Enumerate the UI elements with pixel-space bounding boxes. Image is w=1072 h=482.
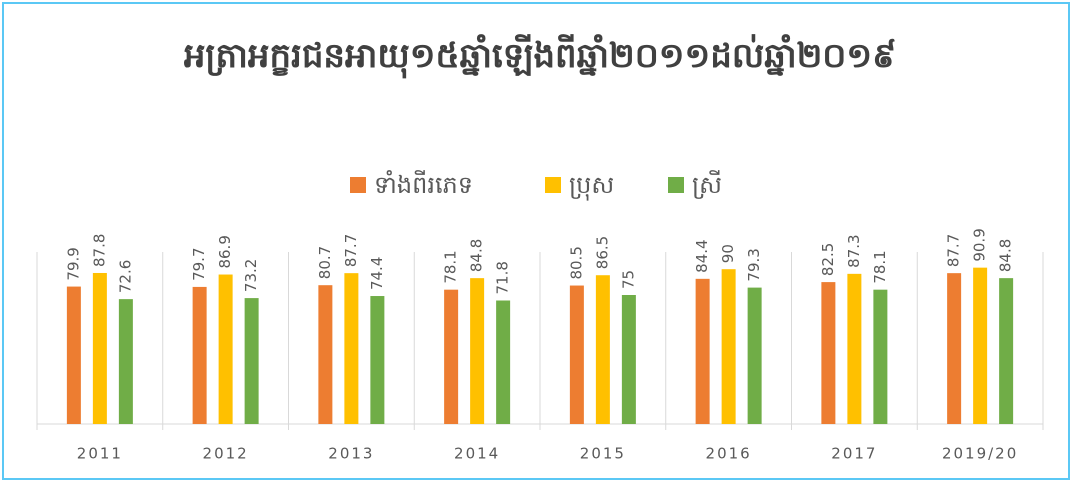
bar	[569, 285, 584, 424]
value-label: 87.8	[90, 234, 108, 267]
x-tick-label: 2014	[454, 445, 500, 463]
value-label: 87.7	[342, 234, 360, 267]
bar	[721, 269, 736, 424]
bar	[973, 267, 988, 424]
legend-label: ស្រី	[692, 170, 722, 199]
legend-swatch	[668, 177, 684, 193]
x-tick-label: 2019/20	[942, 445, 1018, 463]
x-tick-label: 2017	[831, 445, 877, 463]
bar	[192, 286, 207, 424]
bar	[496, 300, 511, 424]
bar	[947, 273, 962, 424]
bar	[847, 273, 862, 424]
value-label: 80.7	[316, 246, 334, 279]
legend-swatch	[350, 177, 366, 193]
bar	[695, 278, 710, 424]
value-label: 87.3	[845, 234, 863, 267]
legend-swatch	[545, 177, 561, 193]
bar	[370, 296, 385, 424]
bar	[118, 299, 133, 424]
bar	[999, 278, 1014, 424]
x-tick-label: 2016	[706, 445, 752, 463]
bar	[318, 285, 333, 424]
bar	[92, 272, 107, 424]
bar	[66, 286, 81, 424]
x-tick-label: 2011	[77, 445, 123, 463]
value-label: 84.8	[997, 239, 1015, 272]
chart-title: អត្រាអក្ខរជនអាយុ១៥ឆ្នាំឡើងពីឆ្នាំ២០១១ដល់…	[183, 36, 897, 76]
value-label: 84.8	[468, 239, 486, 272]
value-label: 86.5	[593, 236, 611, 269]
x-tick-label: 2013	[328, 445, 374, 463]
x-tick-label: 2012	[203, 445, 249, 463]
value-label: 71.8	[494, 261, 512, 294]
bar	[873, 289, 888, 424]
value-label: 78.1	[871, 250, 889, 283]
value-label: 74.4	[368, 257, 386, 290]
value-label: 79.3	[745, 248, 763, 281]
value-label: 79.7	[190, 248, 208, 281]
value-label: 80.5	[567, 246, 585, 279]
value-label: 87.7	[945, 234, 963, 267]
bar	[595, 275, 610, 424]
value-label: 73.2	[242, 259, 260, 292]
value-label: 78.1	[442, 250, 460, 283]
value-label: 79.9	[64, 247, 82, 280]
x-tick-label: 2015	[580, 445, 626, 463]
legend-label: ទាំងពីរភេទ	[374, 170, 473, 199]
bar	[444, 289, 459, 424]
value-label: 82.5	[819, 243, 837, 276]
bar	[747, 287, 762, 424]
value-label: 90.9	[971, 228, 989, 261]
value-label: 90	[719, 244, 737, 263]
bar	[621, 295, 636, 424]
bar	[821, 282, 836, 424]
bar	[470, 278, 485, 424]
value-label: 86.9	[216, 235, 234, 268]
legend-label: ប្រុស	[569, 171, 614, 201]
value-label: 72.6	[116, 260, 134, 293]
value-label: 75	[619, 270, 637, 289]
value-label: 84.4	[693, 239, 711, 272]
bar	[344, 273, 359, 424]
bar	[244, 298, 259, 424]
bar	[218, 274, 233, 424]
